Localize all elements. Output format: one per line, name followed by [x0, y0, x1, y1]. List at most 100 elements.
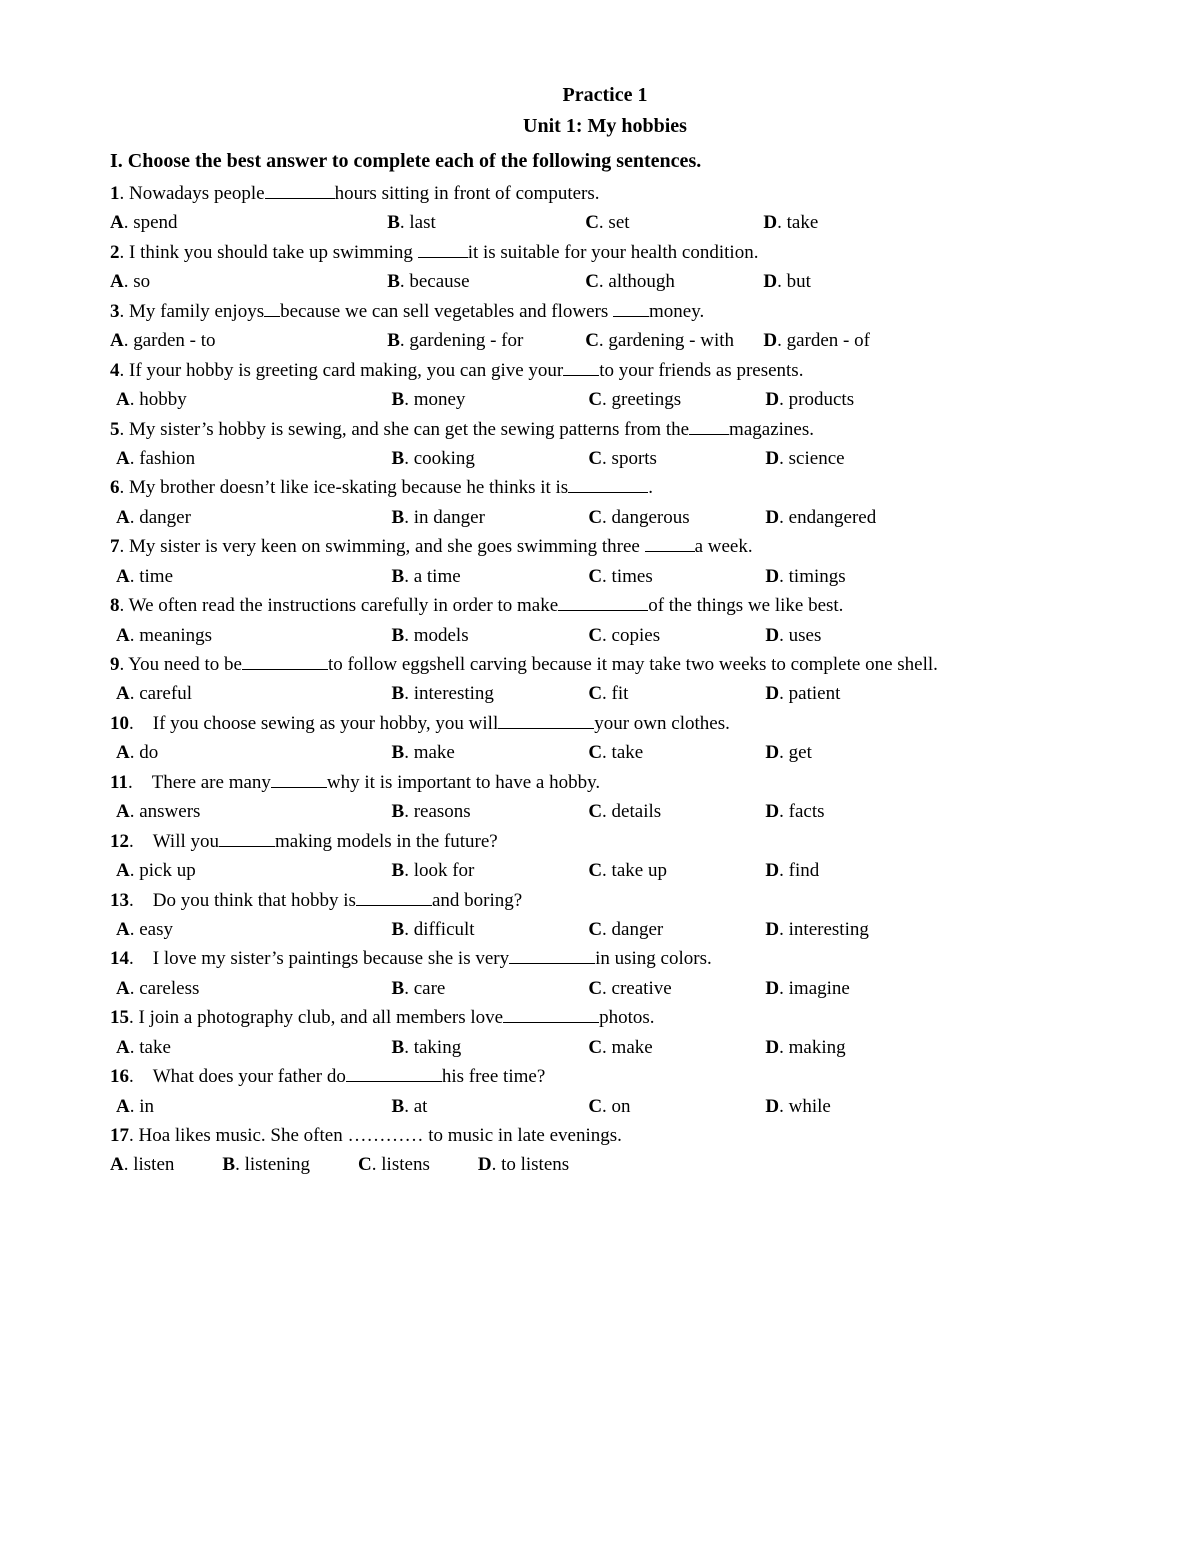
option-label: C [585, 330, 599, 351]
option-b[interactable]: B. last [387, 208, 585, 237]
option-b[interactable]: B. models [392, 621, 589, 650]
option-text: fashion [139, 448, 195, 469]
option-a[interactable]: A. do [116, 738, 392, 767]
option-label: D [765, 566, 779, 587]
option-d[interactable]: D. science [765, 444, 1100, 473]
option-a[interactable]: A. careful [116, 679, 392, 708]
option-a[interactable]: A. spend [110, 208, 387, 237]
option-c[interactable]: C. gardening - with [585, 326, 763, 355]
blank [356, 888, 432, 905]
option-d[interactable]: D. uses [765, 621, 1100, 650]
option-d[interactable]: D. products [765, 385, 1100, 414]
option-c[interactable]: C. set [585, 208, 763, 237]
option-text: careless [139, 978, 199, 999]
option-b[interactable]: B. money [392, 385, 589, 414]
option-text: so [133, 271, 150, 292]
blank [498, 712, 594, 729]
option-a[interactable]: A. in [116, 1092, 392, 1121]
option-c[interactable]: C. creative [588, 974, 765, 1003]
question-number: 2 [110, 242, 120, 263]
option-b[interactable]: B. in danger [392, 503, 589, 532]
option-b[interactable]: B. a time [392, 562, 589, 591]
option-d[interactable]: D. imagine [765, 974, 1100, 1003]
option-b[interactable]: B. interesting [392, 679, 589, 708]
option-c[interactable]: C. dangerous [588, 503, 765, 532]
option-text: hobby [139, 389, 187, 410]
option-d[interactable]: D. making [765, 1033, 1100, 1062]
option-b[interactable]: B. because [387, 267, 585, 296]
option-b[interactable]: B. listening [222, 1150, 310, 1179]
question-block: 14. I love my sister’s paintings because… [110, 944, 1100, 1003]
option-b[interactable]: B. reasons [392, 797, 589, 826]
option-text: garden - to [133, 330, 215, 351]
option-b[interactable]: B. make [392, 738, 589, 767]
option-b[interactable]: B. cooking [392, 444, 589, 473]
option-c[interactable]: C. make [588, 1033, 765, 1062]
option-a[interactable]: A. danger [116, 503, 392, 532]
option-text: make [414, 742, 455, 763]
option-a[interactable]: A. so [110, 267, 387, 296]
option-text: pick up [139, 860, 195, 881]
option-a[interactable]: A. hobby [116, 385, 392, 414]
option-text: in danger [414, 507, 485, 528]
option-d[interactable]: D. endangered [765, 503, 1100, 532]
option-d[interactable]: D. to listens [478, 1150, 569, 1179]
questions-container: 1. Nowadays peoplehours sitting in front… [110, 179, 1100, 1180]
option-c[interactable]: C. greetings [588, 385, 765, 414]
option-d[interactable]: D. take [763, 208, 1100, 237]
option-d[interactable]: D. timings [765, 562, 1100, 591]
option-c[interactable]: C. times [588, 562, 765, 591]
question-text: 8. We often read the instructions carefu… [110, 591, 1100, 620]
option-c[interactable]: C. on [588, 1092, 765, 1121]
option-d[interactable]: D. interesting [765, 915, 1100, 944]
option-b[interactable]: B. at [392, 1092, 589, 1121]
option-label: A [116, 978, 130, 999]
option-a[interactable]: A. garden - to [110, 326, 387, 355]
question-text: 10. If you choose sewing as your hobby, … [110, 709, 1100, 738]
option-b[interactable]: B. taking [392, 1033, 589, 1062]
option-a[interactable]: A. fashion [116, 444, 392, 473]
option-text: last [409, 212, 435, 233]
option-c[interactable]: C. danger [588, 915, 765, 944]
option-c[interactable]: C. although [585, 267, 763, 296]
question-block: 2. I think you should take up swimming i… [110, 238, 1100, 297]
option-d[interactable]: D. garden - of [763, 326, 1100, 355]
option-d[interactable]: D. find [765, 856, 1100, 885]
option-c[interactable]: C. take up [588, 856, 765, 885]
option-text: making [789, 1037, 846, 1058]
option-a[interactable]: A. pick up [116, 856, 392, 885]
option-label: D [765, 919, 779, 940]
option-a[interactable]: A. listen [110, 1150, 174, 1179]
option-d[interactable]: D. but [763, 267, 1100, 296]
option-a[interactable]: A. take [116, 1033, 392, 1062]
option-label: C [588, 801, 602, 822]
option-b[interactable]: B. care [392, 974, 589, 1003]
question-block: 7. My sister is very keen on swimming, a… [110, 532, 1100, 591]
option-b[interactable]: B. look for [392, 856, 589, 885]
option-d[interactable]: D. facts [765, 797, 1100, 826]
option-a[interactable]: A. easy [116, 915, 392, 944]
option-label: A [116, 566, 130, 587]
option-label: A [110, 1154, 124, 1175]
option-text: danger [612, 919, 664, 940]
option-c[interactable]: C. fit [588, 679, 765, 708]
question-text: 12. Will youmaking models in the future? [110, 827, 1100, 856]
option-a[interactable]: A. answers [116, 797, 392, 826]
option-a[interactable]: A. meanings [116, 621, 392, 650]
option-c[interactable]: C. copies [588, 621, 765, 650]
option-b[interactable]: B. gardening - for [387, 326, 585, 355]
option-c[interactable]: C. details [588, 797, 765, 826]
option-text: fit [612, 683, 629, 704]
option-c[interactable]: C. sports [588, 444, 765, 473]
option-d[interactable]: D. get [765, 738, 1100, 767]
option-b[interactable]: B. difficult [392, 915, 589, 944]
question-text: 2. I think you should take up swimming i… [110, 238, 1100, 267]
question-block: 16. What does your father dohis free tim… [110, 1062, 1100, 1121]
option-a[interactable]: A. time [116, 562, 392, 591]
option-label: C [588, 742, 602, 763]
option-c[interactable]: C. listens [358, 1150, 430, 1179]
option-d[interactable]: D. while [765, 1092, 1100, 1121]
option-d[interactable]: D. patient [765, 679, 1100, 708]
option-a[interactable]: A. careless [116, 974, 392, 1003]
option-c[interactable]: C. take [588, 738, 765, 767]
